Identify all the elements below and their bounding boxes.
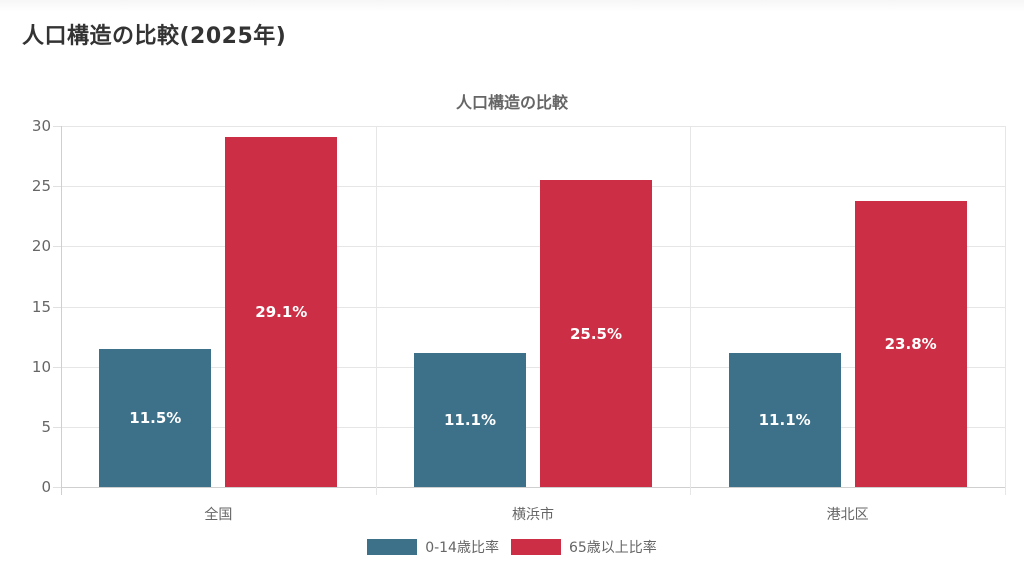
bar-value-label: 25.5% xyxy=(569,324,623,343)
y-tick-mark xyxy=(53,246,61,248)
y-tick-mark xyxy=(53,487,61,488)
chart-title: 人口構造の比較 xyxy=(455,93,568,112)
bar-age-65-plus-0[interactable]: 29.1% xyxy=(225,136,338,487)
gridline xyxy=(61,306,1005,308)
bar-age-65-plus-2[interactable]: 23.8% xyxy=(854,200,967,487)
y-tick-mark xyxy=(53,426,61,428)
page-title: 人口構造の比較(2025年) xyxy=(22,24,287,49)
bar-age-0-14-1[interactable]: 11.1% xyxy=(414,353,526,487)
bar-age-65-plus-1[interactable]: 25.5% xyxy=(540,180,652,487)
x-tick-label: 横浜市 xyxy=(512,507,554,523)
y-tick-mark xyxy=(53,306,61,308)
y-tick-mark xyxy=(53,126,61,127)
bar-value-label: 23.8% xyxy=(884,334,937,353)
bar-value-label: 11.5% xyxy=(129,408,182,427)
y-tick-label: 25 xyxy=(31,177,51,196)
legend-label: 65歳以上比率 xyxy=(568,540,657,556)
bar-value-label: 11.1% xyxy=(443,411,497,430)
top-strip xyxy=(0,0,1024,12)
gridline xyxy=(61,487,1005,488)
bar-value-label: 29.1% xyxy=(255,302,308,321)
gridline xyxy=(61,366,1005,368)
y-tick-label: 15 xyxy=(31,297,51,316)
legend-label: 0-14歳比率 xyxy=(425,540,499,556)
legend: 0-14歳比率 65歳以上比率 xyxy=(0,537,1024,557)
bar-age-0-14-2[interactable]: 11.1% xyxy=(728,353,841,487)
gridline xyxy=(61,186,1005,188)
gridline xyxy=(61,246,1005,248)
legend-swatch xyxy=(367,539,418,555)
y-tick-label: 5 xyxy=(41,417,51,436)
gridline xyxy=(61,426,1005,428)
legend-item-age-0-14[interactable]: 0-14歳比率 xyxy=(367,537,499,557)
plot-area: 0 5 10 15 20 25 30 11.5% 29.1% 11.1% 25.5% 11.1% 23.… xyxy=(32,118,1006,495)
y-axis-line xyxy=(61,126,62,495)
y-tick-label: 10 xyxy=(31,357,51,376)
bar-age-0-14-0[interactable]: 11.5% xyxy=(99,348,212,487)
x-tick-label: 全国 xyxy=(204,507,233,523)
y-tick-label: 0 xyxy=(41,478,51,496)
category-separator xyxy=(1005,126,1006,495)
category-separator xyxy=(690,126,691,495)
x-tick-label: 港北区 xyxy=(826,507,869,523)
y-tick-mark xyxy=(53,186,61,188)
y-tick-mark xyxy=(53,366,61,368)
legend-swatch xyxy=(510,539,561,555)
legend-item-age-65-plus[interactable]: 65歳以上比率 xyxy=(510,537,657,557)
y-tick-label: 20 xyxy=(31,237,51,256)
category-separator xyxy=(376,126,377,495)
bar-value-label: 11.1% xyxy=(758,411,811,430)
gridline xyxy=(61,126,1005,127)
y-tick-label: 30 xyxy=(31,117,51,135)
